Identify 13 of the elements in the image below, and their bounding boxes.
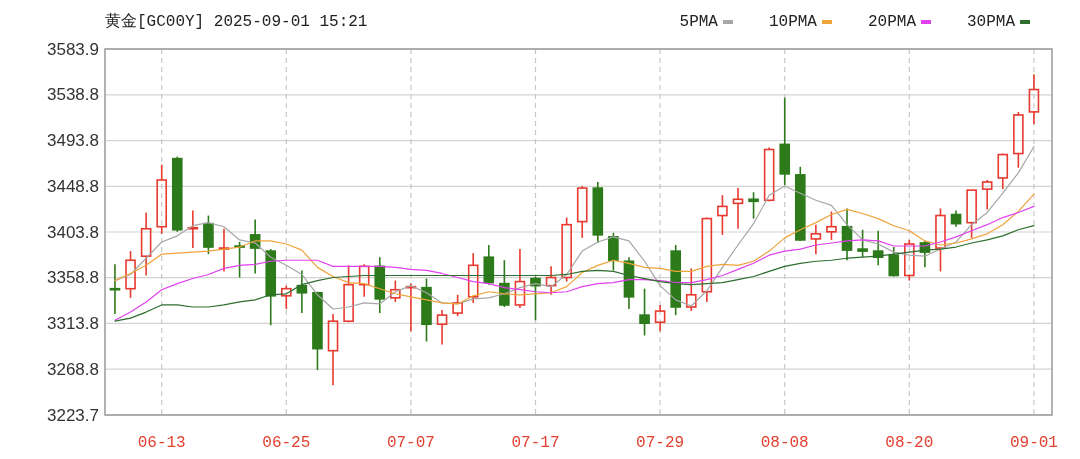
title: 黄金[GC00Y] 2025-09-01 15:21 (105, 13, 368, 31)
category-label: 07-17 (511, 434, 560, 452)
legend-label: 5PMA (679, 13, 719, 31)
legend-label: 20PMA (867, 13, 917, 31)
category-label: 07-07 (386, 434, 435, 452)
category-label: 08-08 (760, 434, 809, 452)
category-label: 06-25 (262, 434, 311, 452)
legend-label: 10PMA (768, 13, 818, 31)
category-label: 09-01 (1009, 434, 1058, 452)
category-label: 06-13 (137, 434, 186, 452)
category-label: 08-20 (885, 434, 934, 452)
category-label: 07-29 (636, 434, 685, 452)
legend-label: 30PMA (966, 13, 1016, 31)
